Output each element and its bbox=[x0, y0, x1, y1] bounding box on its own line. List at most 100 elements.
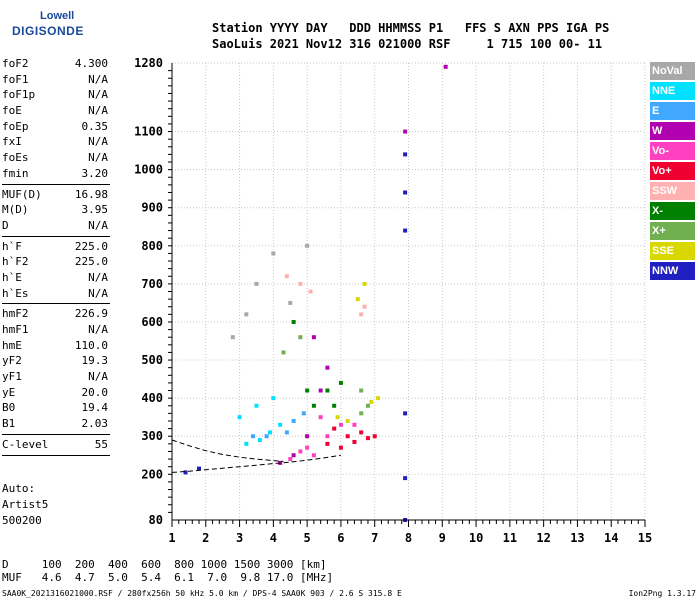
param-value: 3.20 bbox=[81, 166, 109, 180]
param-row: foE N/A bbox=[0, 103, 112, 119]
data-point-vo- bbox=[305, 445, 310, 450]
param-row: C-level 55 bbox=[0, 437, 112, 453]
param-key: hmE bbox=[2, 338, 22, 352]
param-row: h`E N/A bbox=[0, 270, 112, 286]
param-key: M(D) bbox=[2, 203, 29, 217]
legend-item: Vo+ bbox=[650, 162, 695, 180]
data-point-nne bbox=[254, 403, 259, 408]
legend-item: Vo- bbox=[650, 142, 695, 160]
param-row: fxI N/A bbox=[0, 134, 112, 150]
data-point-nnw bbox=[403, 476, 408, 481]
param-value: N/A bbox=[88, 72, 108, 86]
x-tick-label: 12 bbox=[536, 531, 550, 545]
param-value: 55 bbox=[94, 437, 108, 451]
data-point-vo- bbox=[325, 441, 330, 446]
data-point-w bbox=[305, 434, 310, 439]
param-value: N/A bbox=[88, 370, 108, 384]
data-point-sse bbox=[335, 415, 340, 420]
legend-item: X- bbox=[650, 202, 695, 220]
header-labels: Station YYYY DAY DDD HHMMSS P1 FFS S AXN… bbox=[212, 21, 610, 35]
param-key: h`F bbox=[2, 239, 22, 253]
param-row: yE 20.0 bbox=[0, 385, 112, 401]
param-row: foF1p N/A bbox=[0, 87, 112, 103]
x-tick-label: 7 bbox=[371, 531, 378, 545]
param-row: hmF1 N/A bbox=[0, 322, 112, 338]
param-value: 226.9 bbox=[74, 307, 108, 321]
param-key: hmF2 bbox=[2, 307, 29, 321]
data-point-vo- bbox=[352, 422, 357, 427]
param-divider bbox=[2, 183, 110, 185]
param-group-5: C-level 55 bbox=[0, 437, 112, 453]
param-key: B1 bbox=[2, 417, 16, 431]
data-point-vo- bbox=[318, 415, 323, 420]
auto-label: Auto: bbox=[2, 482, 36, 495]
data-point-nnw bbox=[183, 470, 188, 475]
x-tick-label: 4 bbox=[270, 531, 277, 545]
data-point-x- bbox=[311, 403, 316, 408]
param-key: D bbox=[2, 218, 9, 232]
param-key: h`E bbox=[2, 270, 22, 284]
param-row: D N/A bbox=[0, 218, 112, 234]
param-key: C-level bbox=[2, 437, 49, 451]
data-point-e bbox=[284, 430, 289, 435]
y-tick-label: 300 bbox=[141, 429, 163, 443]
muf-row: MUF 4.6 4.7 5.0 5.4 6.1 7.0 9.8 17.0 [MH… bbox=[2, 571, 334, 584]
logo-line1: Lowell bbox=[40, 10, 75, 22]
param-key: foE bbox=[2, 104, 22, 118]
data-point-nne bbox=[271, 396, 276, 401]
data-point-ssw bbox=[298, 281, 303, 286]
logo-line2: DIGISONDE bbox=[12, 24, 84, 38]
data-point-vo- bbox=[338, 422, 343, 427]
legend-item: SSE bbox=[650, 242, 695, 260]
param-value: N/A bbox=[88, 151, 108, 165]
param-key: yF2 bbox=[2, 354, 22, 368]
x-tick-label: 2 bbox=[202, 531, 209, 545]
param-key: h`Es bbox=[2, 286, 29, 300]
x-tick-label: 1 bbox=[168, 531, 175, 545]
param-value: N/A bbox=[88, 218, 108, 232]
param-divider bbox=[2, 303, 110, 305]
data-point-nne bbox=[244, 441, 249, 446]
param-value: 225.0 bbox=[74, 255, 108, 269]
x-tick-label: 8 bbox=[405, 531, 412, 545]
param-value: N/A bbox=[88, 286, 108, 300]
header-values: SaoLuis 2021 Nov12 316 021000 RSF 1 715 … bbox=[212, 37, 603, 51]
param-row: yF2 19.3 bbox=[0, 353, 112, 369]
param-key: fmin bbox=[2, 166, 29, 180]
param-divider bbox=[2, 235, 110, 237]
x-tick-label: 13 bbox=[570, 531, 584, 545]
x-tick-label: 5 bbox=[304, 531, 311, 545]
param-key: yF1 bbox=[2, 370, 22, 384]
data-point-x- bbox=[359, 411, 364, 416]
data-point-sse bbox=[355, 297, 360, 302]
param-row: yF1 N/A bbox=[0, 369, 112, 385]
data-point-noval bbox=[305, 243, 310, 248]
param-value: 20.0 bbox=[81, 385, 109, 399]
param-value: 19.4 bbox=[81, 401, 109, 415]
data-point-x- bbox=[365, 403, 370, 408]
data-point-noval bbox=[254, 281, 259, 286]
param-group-3: h`F 225.0 h`F2 225.0 h`E N/A h`Es N/A bbox=[0, 239, 112, 302]
y-tick-label: 600 bbox=[141, 315, 163, 329]
data-point-nnw bbox=[197, 466, 202, 471]
y-tick-label: 400 bbox=[141, 391, 163, 405]
param-row: hmE 110.0 bbox=[0, 338, 112, 354]
data-point-vo- bbox=[359, 430, 364, 435]
param-value: N/A bbox=[88, 323, 108, 336]
param-value: N/A bbox=[88, 135, 108, 149]
x-tick-label: 15 bbox=[638, 531, 652, 545]
param-value: 225.0 bbox=[74, 239, 108, 253]
parameter-panel: foF2 4.300 foF1 N/A foF1p N/A foE N/A foEp 0.35 fx… bbox=[0, 56, 112, 458]
chart-marks bbox=[171, 64, 448, 522]
param-key: MUF(D) bbox=[2, 187, 42, 201]
data-point-noval bbox=[244, 312, 249, 317]
data-point-x- bbox=[332, 403, 337, 408]
data-point-nne bbox=[267, 430, 272, 435]
param-row: M(D) 3.95 bbox=[0, 202, 112, 218]
chart-axes: 1 2 3 4 5 6 7 8 9 10 11 12 13 14 158020030040050060070… bbox=[134, 56, 652, 545]
data-point-nne bbox=[257, 438, 262, 443]
x-tick-label: 6 bbox=[337, 531, 344, 545]
data-point-nnw bbox=[403, 152, 408, 157]
legend-item: NNE bbox=[650, 82, 695, 100]
